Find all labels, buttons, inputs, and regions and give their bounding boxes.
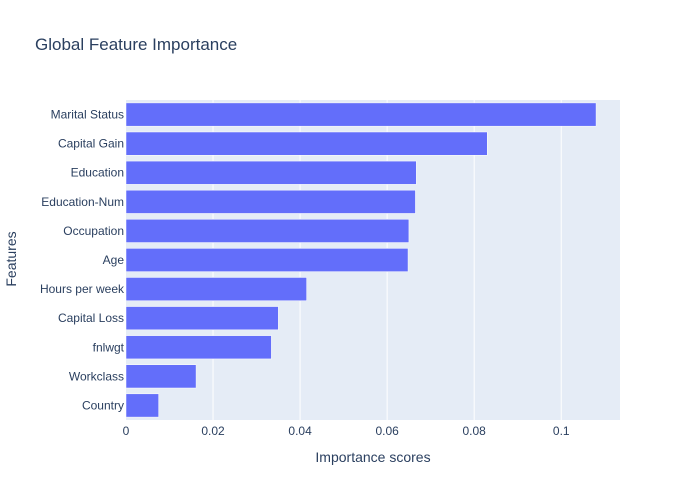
bar-hours-per-week — [125, 277, 307, 301]
y-tick-label: Capital Gain — [58, 137, 124, 151]
y-tick-label: Age — [103, 253, 125, 267]
x-tick-label: 0.04 — [288, 424, 312, 438]
y-tick-label: Education-Num — [41, 195, 124, 209]
x-tick-label: 0 — [123, 424, 130, 438]
bar-occupation — [125, 219, 410, 243]
x-tick-label: 0.08 — [463, 424, 487, 438]
y-tick-label: Country — [82, 398, 124, 412]
bar-education — [125, 160, 417, 185]
y-tick-labels: Marital Status Capital Gain Education Educa… — [40, 108, 125, 413]
bar-age — [125, 248, 409, 272]
x-tick-labels: 0 0.02 0.04 0.06 0.08 0.1 — [123, 424, 570, 438]
x-tick-label: 0.1 — [553, 424, 570, 438]
y-tick-label: Hours per week — [40, 282, 125, 296]
y-tick-label: Workclass — [69, 369, 124, 383]
y-tick-label: Capital Loss — [58, 311, 124, 325]
x-tick-label: 0.06 — [375, 424, 399, 438]
y-tick-label: Marital Status — [51, 108, 124, 122]
chart-title: Global Feature Importance — [35, 35, 237, 54]
bar-workclass — [125, 364, 197, 389]
y-axis-title: Features — [3, 231, 19, 286]
bar-fnlwgt — [125, 335, 272, 360]
x-axis-title: Importance scores — [315, 449, 430, 465]
bar-education-num — [125, 189, 416, 214]
y-tick-label: Education — [71, 166, 124, 180]
x-tick-label: 0.02 — [201, 424, 225, 438]
bar-marital-status — [125, 102, 597, 127]
bars — [125, 102, 597, 418]
y-tick-label: fnlwgt — [93, 340, 125, 354]
bar-capital-loss — [125, 306, 279, 331]
y-tick-label: Occupation — [63, 224, 124, 238]
bar-capital-gain — [125, 131, 488, 156]
bar-country — [125, 393, 159, 418]
